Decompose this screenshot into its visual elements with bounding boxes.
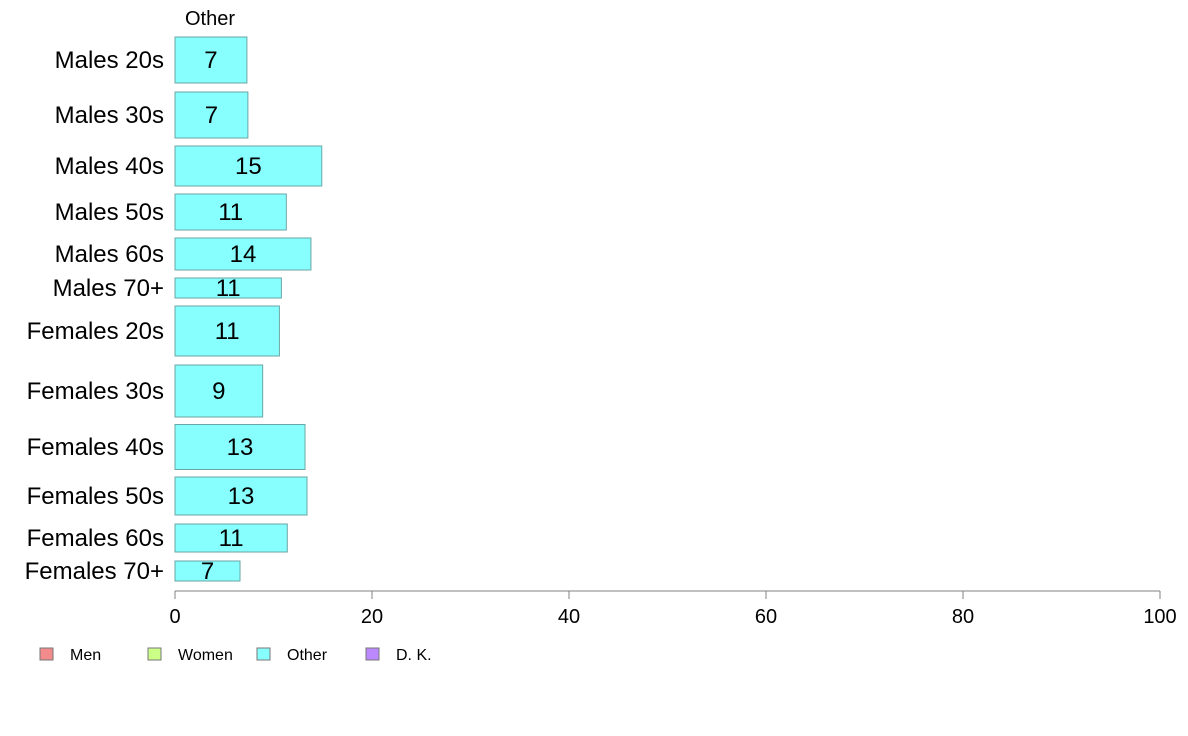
category-label: Females 50s [27,483,164,510]
x-tick-label: 40 [558,606,580,628]
category-label: Females 20s [27,318,164,345]
bar [174,193,287,231]
category-label: Females 60s [27,525,164,552]
data-label: 7 [201,558,214,585]
category-label: Males 50s [55,199,164,226]
bar [174,560,241,582]
legend-label: Other [287,647,328,664]
x-tick-label: 60 [755,606,777,628]
data-label: 15 [235,153,262,180]
x-tick-label: 0 [169,606,180,628]
category-label: Males 60s [55,241,164,268]
category-label: Males 30s [55,102,164,129]
category-label: Males 70+ [53,275,164,302]
bar [174,91,249,139]
data-label: 11 [219,525,244,552]
category-label: Females 40s [27,434,164,461]
bar [174,364,264,418]
data-label: 13 [227,434,254,461]
category-label: Females 70+ [25,558,164,585]
legend-swatch [147,647,162,661]
category-label: Females 30s [27,378,164,405]
legend-swatch [256,647,271,661]
category-label: Males 20s [55,47,164,74]
data-label: 9 [212,378,225,405]
bar [174,523,288,553]
bar [174,36,248,84]
data-label: 11 [215,318,240,345]
bar [174,237,312,271]
data-label: 7 [205,102,218,129]
bar [174,145,323,187]
category-label: Males 40s [55,153,164,180]
x-tick-label: 20 [361,606,383,628]
data-label: 11 [218,199,243,226]
bar [174,277,282,299]
x-axis: 0 20 40 60 80 100 [169,590,1177,628]
legend: Men Women Other D. K. [39,647,432,664]
bar [174,476,308,516]
data-label: 7 [204,47,217,74]
data-label: 13 [228,483,255,510]
bar [174,305,280,357]
data-label: 11 [216,275,241,302]
legend-swatch [39,647,54,661]
bars-group: Males 20s 7 Males 30s 7 Males 40s 15 Males 50s… [25,36,323,585]
panel-title: Other [185,8,235,30]
bar [174,424,306,470]
x-tick-label: 100 [1143,606,1176,628]
legend-label: Women [178,647,233,664]
legend-label: D. K. [396,647,432,664]
legend-label: Men [70,647,101,664]
legend-swatch [365,647,380,661]
x-tick-label: 80 [952,606,974,628]
data-label: 14 [230,241,257,268]
